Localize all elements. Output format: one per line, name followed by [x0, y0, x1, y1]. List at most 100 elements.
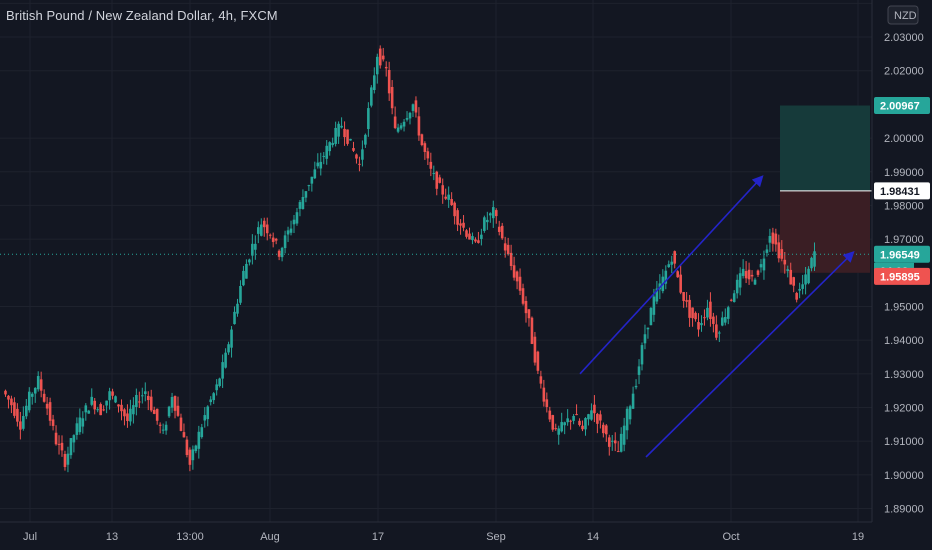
candle-body [813, 251, 816, 267]
candle-body [224, 352, 227, 368]
candle-body [539, 376, 543, 384]
price-tick-label: 2.00000 [884, 133, 924, 145]
candle-body [637, 366, 641, 375]
candle-body [456, 210, 459, 225]
candle-body [566, 418, 569, 423]
price-tick-label: 1.94000 [884, 335, 924, 347]
candle-body [780, 249, 784, 259]
price-tick-label: 1.97000 [884, 234, 924, 246]
time-tick-label: Aug [260, 531, 280, 543]
candle-body [575, 414, 578, 416]
candle-body [179, 417, 183, 431]
candle-body [42, 393, 46, 402]
price-tick-label: 1.92000 [884, 402, 924, 414]
candle-body [39, 379, 43, 391]
candle-body [765, 249, 769, 253]
candle-body [723, 316, 727, 323]
candle-body [251, 243, 254, 256]
candle-body [557, 428, 561, 435]
candle-body [242, 270, 245, 286]
candle-body [664, 270, 668, 284]
target-price-tag-label: 2.00967 [880, 101, 920, 113]
candle-body [334, 127, 337, 144]
candle-body [120, 404, 123, 412]
price-tick-label: 1.90000 [884, 470, 924, 482]
candle-body [578, 420, 581, 425]
candle-body [215, 384, 218, 391]
candle-body [581, 425, 584, 430]
candle-body [789, 269, 793, 285]
candle-body [753, 279, 757, 285]
candle-body [331, 142, 334, 146]
candle-body [304, 191, 308, 198]
candle-body [384, 66, 388, 69]
candle-body [188, 449, 192, 465]
candle-body [807, 268, 810, 284]
candle-body [605, 425, 608, 435]
candle-body [602, 424, 605, 434]
candle-body [625, 408, 629, 431]
candle-body [274, 238, 278, 241]
candle-body [381, 55, 385, 60]
candle-body [584, 418, 587, 430]
candle-body [36, 376, 40, 390]
candle-body [682, 292, 685, 301]
candle-body [197, 431, 201, 449]
candle-body [712, 316, 715, 324]
candle-body [441, 185, 445, 195]
candle-body [610, 440, 614, 442]
candle-body [411, 104, 415, 111]
candle-body [551, 415, 555, 430]
candle-body [700, 323, 703, 326]
candle-body [280, 247, 284, 258]
candle-body [75, 423, 79, 435]
candle-body [607, 437, 611, 447]
candle-body [191, 449, 195, 461]
candle-body [423, 143, 427, 152]
price-tick-label: 1.95000 [884, 301, 924, 313]
candle-body [688, 299, 691, 318]
candle-body [477, 240, 480, 243]
candle-body [268, 234, 272, 236]
candle-body [227, 344, 230, 353]
candle-body [515, 271, 519, 282]
candle-body [494, 210, 498, 217]
candle-body [78, 417, 82, 433]
current-price-tag-label: 1.96549 [880, 249, 920, 261]
currency-badge: NZD [894, 10, 917, 22]
candle-body [474, 239, 477, 242]
candle-body [319, 161, 323, 169]
candle-body [756, 270, 760, 275]
candle-body [509, 252, 513, 266]
candle-body [277, 250, 281, 257]
candle-body [176, 405, 180, 416]
candle-body [732, 293, 736, 302]
candle-body [185, 439, 189, 456]
candle-body [322, 155, 326, 157]
candle-body [512, 265, 516, 278]
candle-body [135, 394, 138, 407]
candle-body [325, 145, 329, 159]
candle-body [257, 227, 260, 234]
candle-body [774, 233, 778, 245]
candle-body [468, 233, 471, 240]
candle-body [735, 279, 739, 294]
candle-body [426, 151, 430, 159]
candle-body [295, 212, 299, 224]
candle-body [483, 217, 486, 231]
candle-body [709, 301, 712, 320]
channel-upper-line [579, 175, 764, 375]
candle-body [536, 351, 540, 371]
candle-body [396, 127, 400, 132]
candle-body [337, 123, 340, 137]
candle-body [146, 395, 150, 401]
price-tick-label: 1.98000 [884, 200, 924, 212]
candle-body [545, 399, 549, 407]
candle-body [286, 230, 290, 235]
candle-body [801, 284, 804, 289]
candle-body [349, 138, 352, 141]
candle-body [616, 451, 620, 453]
candle-body [60, 442, 64, 451]
